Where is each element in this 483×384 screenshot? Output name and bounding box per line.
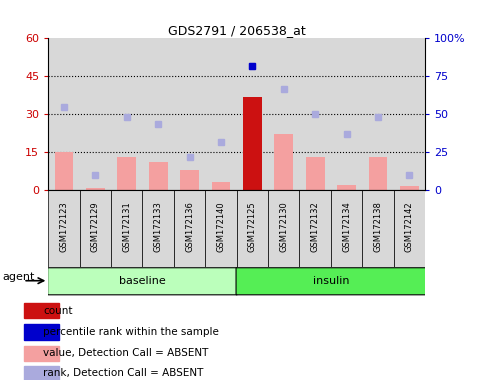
Bar [237, 38, 268, 190]
Text: GSM172138: GSM172138 [373, 202, 383, 252]
Bar [268, 38, 299, 190]
Bar [48, 38, 80, 190]
Text: GSM172125: GSM172125 [248, 202, 257, 252]
Bar [24, 366, 59, 381]
Bar [174, 190, 205, 267]
Bar [111, 38, 142, 190]
Bar [268, 190, 299, 267]
Bar [142, 38, 174, 190]
Bar [205, 190, 237, 267]
Bar [331, 38, 362, 190]
Text: value, Detection Call = ABSENT: value, Detection Call = ABSENT [43, 348, 209, 358]
Bar [142, 190, 174, 267]
Bar [331, 190, 362, 267]
Bar [24, 346, 59, 361]
Title: GDS2791 / 206538_at: GDS2791 / 206538_at [168, 24, 306, 37]
Bar [80, 38, 111, 190]
Bar [48, 190, 80, 267]
Text: GSM172134: GSM172134 [342, 202, 351, 252]
Bar [55, 152, 73, 190]
Text: agent: agent [2, 272, 35, 283]
Text: insulin: insulin [313, 276, 349, 286]
Text: percentile rank within the sample: percentile rank within the sample [43, 327, 219, 337]
Text: GSM172130: GSM172130 [279, 202, 288, 252]
Text: GSM172123: GSM172123 [59, 202, 69, 252]
Bar [299, 38, 331, 190]
Bar [299, 190, 331, 267]
Bar [174, 38, 205, 190]
FancyBboxPatch shape [48, 268, 237, 295]
Text: GSM172142: GSM172142 [405, 202, 414, 252]
Text: rank, Detection Call = ABSENT: rank, Detection Call = ABSENT [43, 368, 204, 378]
Bar [362, 190, 394, 267]
Bar [237, 190, 268, 267]
Bar [394, 190, 425, 267]
Text: GSM172129: GSM172129 [91, 202, 100, 252]
Bar [24, 303, 59, 318]
Bar [86, 187, 105, 190]
Bar [400, 186, 419, 190]
Bar [274, 134, 293, 190]
Text: baseline: baseline [119, 276, 166, 286]
Bar [205, 38, 237, 190]
Text: GSM172131: GSM172131 [122, 202, 131, 252]
Text: count: count [43, 306, 73, 316]
Text: GSM172136: GSM172136 [185, 202, 194, 252]
Bar [212, 182, 230, 190]
Bar [117, 157, 136, 190]
Bar [369, 157, 387, 190]
Bar [80, 190, 111, 267]
Bar [362, 38, 394, 190]
Text: GSM172132: GSM172132 [311, 202, 320, 252]
Text: GSM172140: GSM172140 [216, 202, 226, 252]
Bar [180, 170, 199, 190]
Bar [243, 96, 262, 190]
Bar [111, 190, 142, 267]
FancyBboxPatch shape [236, 268, 426, 295]
Bar [149, 162, 168, 190]
Bar [24, 324, 59, 339]
Bar [394, 38, 425, 190]
Text: GSM172133: GSM172133 [154, 202, 163, 252]
Bar [306, 157, 325, 190]
Bar [337, 185, 356, 190]
